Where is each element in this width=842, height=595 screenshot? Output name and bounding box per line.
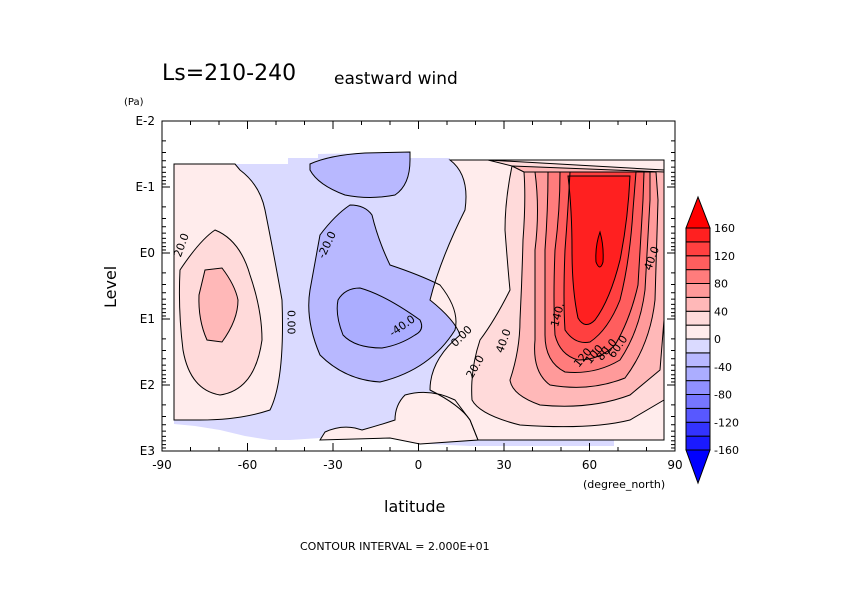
colorbar-labels: 160 120 80 40 0 -40 -80 -120 -160 — [714, 222, 739, 457]
colorbar-band — [685, 283, 711, 298]
colorbar-label: -80 — [714, 389, 732, 402]
y-tick-label: E2 — [140, 378, 155, 392]
region-neg40-line — [336, 287, 423, 349]
region-south-40 — [198, 268, 238, 342]
colorbar-extend-min — [685, 449, 711, 485]
colorbar-band — [685, 435, 711, 451]
region-upper-neg20 — [310, 152, 410, 198]
x-tick-label: -90 — [152, 458, 172, 472]
colorbar-label: -40 — [714, 361, 732, 374]
contour-fills — [174, 152, 664, 446]
colorbar-band — [685, 407, 711, 423]
chart-subtitle: eastward wind — [334, 69, 458, 89]
x-tick-label: -30 — [323, 458, 343, 472]
y-axis-label: Level — [101, 266, 120, 308]
y-tick-label: E3 — [140, 444, 155, 458]
axis-ticks — [161, 120, 676, 452]
region-south-pos-line — [173, 163, 283, 421]
colorbar-band — [685, 310, 711, 326]
x-tick-label: 60 — [582, 458, 597, 472]
region-north-100-line — [548, 171, 645, 361]
colorbar-band — [685, 352, 711, 368]
contour-lines — [173, 151, 665, 445]
region-north-20-line — [471, 159, 665, 428]
y-tick-label: E-2 — [135, 114, 155, 128]
colorbar-band — [685, 296, 711, 312]
contour-label: 0.00 — [284, 310, 297, 335]
x-units: (degree_north) — [583, 478, 665, 491]
colorbar-band — [685, 255, 711, 271]
colorbar-band — [685, 366, 711, 382]
region-bottom-pos — [320, 392, 478, 444]
colorbar-label: 80 — [714, 278, 728, 291]
chart-title: Ls=210-240 — [162, 61, 296, 86]
colorbar-label: 0 — [714, 333, 721, 346]
region-north-60-line — [524, 171, 659, 388]
region-north-140-line — [567, 175, 631, 325]
colorbar-band — [685, 324, 711, 340]
region-north-pos-line — [429, 159, 665, 441]
colorbar-label: 120 — [714, 250, 735, 263]
y-tick-label: E-1 — [135, 180, 155, 194]
y-tick-label: E0 — [140, 246, 155, 260]
colorbar-band — [685, 380, 711, 395]
region-bottom-pos-line — [319, 391, 479, 445]
colorbar-band — [685, 421, 711, 437]
region-south-20-line — [178, 229, 263, 396]
y-tick-labels: E-2 E-1 E0 E1 E2 E3 — [135, 114, 155, 458]
colorbar-band — [685, 227, 711, 243]
y-tick-label: E1 — [140, 312, 155, 326]
x-tick-label: 90 — [667, 458, 682, 472]
y-units: (Pa) — [124, 97, 144, 108]
colorbar — [685, 195, 711, 485]
contour-label: 140. — [548, 301, 567, 328]
region-north-80-line — [535, 171, 651, 373]
region-south-40-line — [198, 267, 239, 343]
region-north-160-line — [595, 230, 604, 268]
region-upper-neg20-line — [309, 151, 411, 198]
colorbar-label: -120 — [714, 416, 739, 429]
contour-interval-note: CONTOUR INTERVAL = 2.000E+01 — [300, 540, 490, 553]
colorbar-extend-max — [685, 195, 711, 229]
x-tick-label: 30 — [496, 458, 511, 472]
region-neg40 — [337, 288, 422, 348]
x-axis-label: latitude — [384, 497, 445, 516]
x-tick-label: 0 — [415, 458, 423, 472]
x-tick-labels: -90 -60 -30 0 30 60 90 — [152, 458, 682, 472]
colorbar-label: -160 — [714, 444, 739, 457]
colorbar-label: 160 — [714, 222, 735, 235]
colorbar-band — [685, 338, 711, 354]
region-neg20-line — [308, 204, 457, 383]
colorbar-band — [685, 394, 711, 409]
colorbar-label: 40 — [714, 305, 728, 318]
colorbar-band — [685, 269, 711, 284]
region-north-120-line — [560, 171, 637, 343]
colorbar-band — [685, 241, 711, 257]
x-tick-label: -60 — [238, 458, 258, 472]
region-north-40-line — [509, 165, 665, 407]
